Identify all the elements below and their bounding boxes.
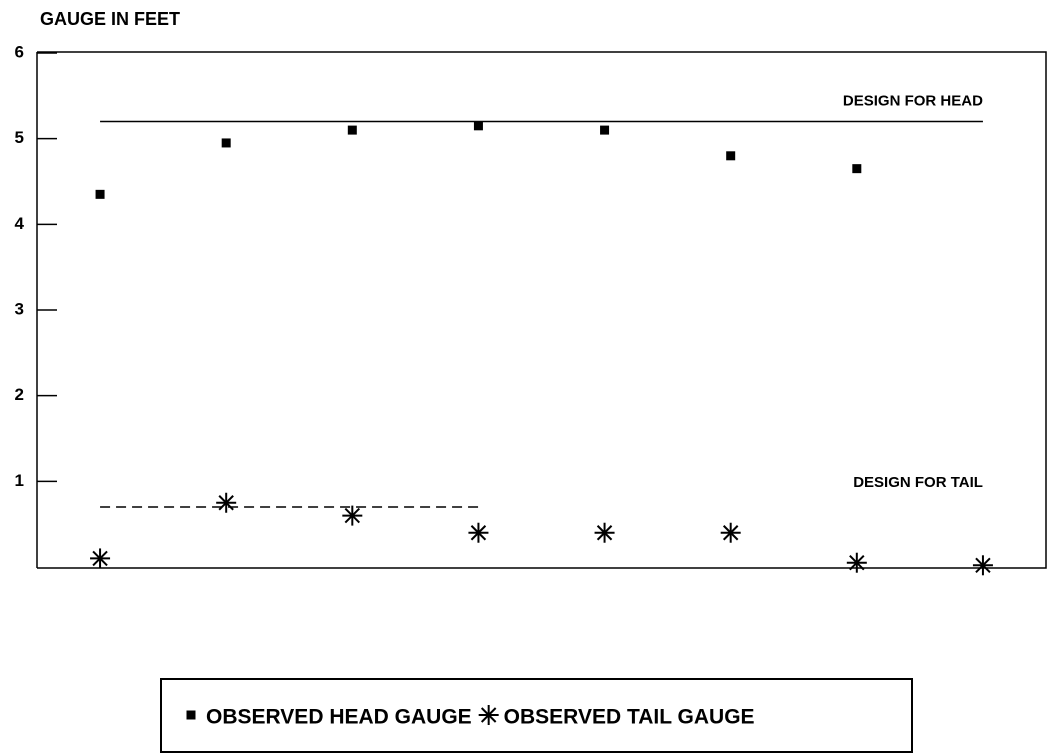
data-point xyxy=(342,505,363,526)
data-point-stroke xyxy=(975,557,991,573)
legend-marker xyxy=(186,710,196,720)
data-point xyxy=(347,125,357,135)
design-label: DESIGN FOR TAIL xyxy=(853,474,983,491)
data-point xyxy=(594,522,615,543)
y-tick-label: 5 xyxy=(15,128,24,147)
data-point xyxy=(216,492,237,513)
chart-title: GAUGE IN FEET xyxy=(40,9,180,29)
data-point xyxy=(468,522,489,543)
y-tick-label: 2 xyxy=(15,385,24,404)
legend-label: OBSERVED TAIL GAUGE xyxy=(504,706,755,729)
data-point-stroke xyxy=(470,525,487,541)
legend-label: OBSERVED HEAD GAUGE xyxy=(206,706,472,729)
data-point xyxy=(221,138,231,148)
legend-marker-stroke xyxy=(480,707,497,723)
legend-marker xyxy=(478,705,499,725)
data-point-stroke xyxy=(596,525,613,541)
data-point-stroke xyxy=(344,507,361,524)
y-tick-label: 1 xyxy=(15,471,24,490)
data-point xyxy=(726,151,736,161)
data-point xyxy=(95,189,105,199)
y-tick-label: 3 xyxy=(15,299,24,318)
data-point-stroke xyxy=(92,550,108,567)
data-point xyxy=(846,552,867,573)
data-point xyxy=(473,121,483,131)
legend-frame xyxy=(160,678,913,753)
design-label: DESIGN FOR HEAD xyxy=(843,93,983,110)
data-point-stroke xyxy=(849,555,865,571)
data-point xyxy=(852,164,862,174)
data-point xyxy=(600,125,610,135)
data-point xyxy=(972,555,993,576)
data-point-stroke xyxy=(722,525,739,541)
data-point xyxy=(720,522,741,543)
y-tick-label: 4 xyxy=(15,214,25,233)
y-tick-label: 6 xyxy=(15,42,24,61)
data-point xyxy=(90,548,111,569)
